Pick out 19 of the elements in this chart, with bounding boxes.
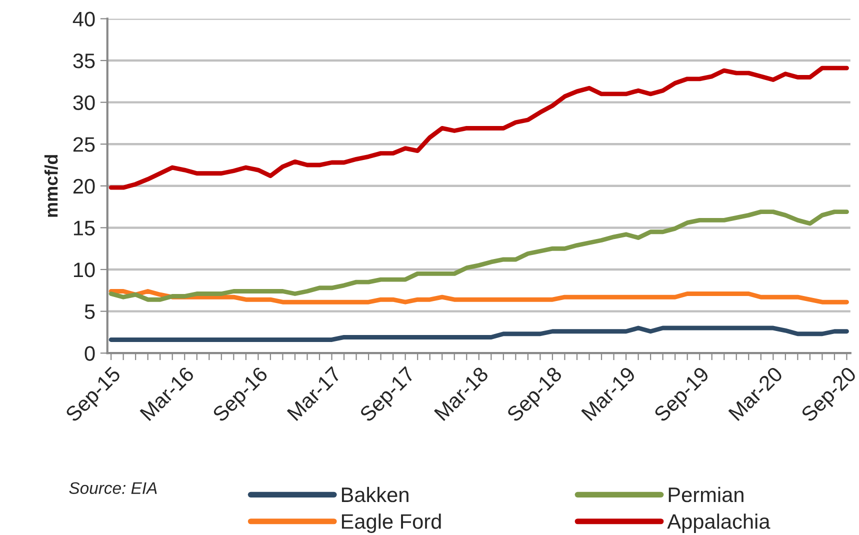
legend-label: Bakken bbox=[342, 486, 408, 502]
y-axis-title: mmcf/d bbox=[44, 154, 58, 217]
y-tick-label: 35 bbox=[73, 54, 95, 68]
y-tick-label: 0 bbox=[84, 346, 95, 361]
line-series bbox=[108, 326, 849, 342]
source-note: Source: EIA bbox=[69, 482, 157, 494]
line-series bbox=[108, 66, 849, 190]
legend-label: Eagle Ford bbox=[342, 514, 441, 534]
line-series bbox=[108, 289, 849, 304]
legend-label: Appalachia bbox=[667, 514, 770, 534]
legend-label: Permian bbox=[668, 486, 744, 502]
y-tick-label: 25 bbox=[73, 137, 95, 152]
y-tick-label: 20 bbox=[73, 178, 95, 194]
y-tick-label: 5 bbox=[84, 304, 95, 320]
y-tick-label: 15 bbox=[74, 220, 95, 236]
line-series bbox=[108, 210, 849, 302]
y-tick-label: 30 bbox=[73, 95, 95, 110]
y-tick-label: 40 bbox=[72, 12, 95, 26]
y-tick-label: 10 bbox=[74, 262, 95, 278]
